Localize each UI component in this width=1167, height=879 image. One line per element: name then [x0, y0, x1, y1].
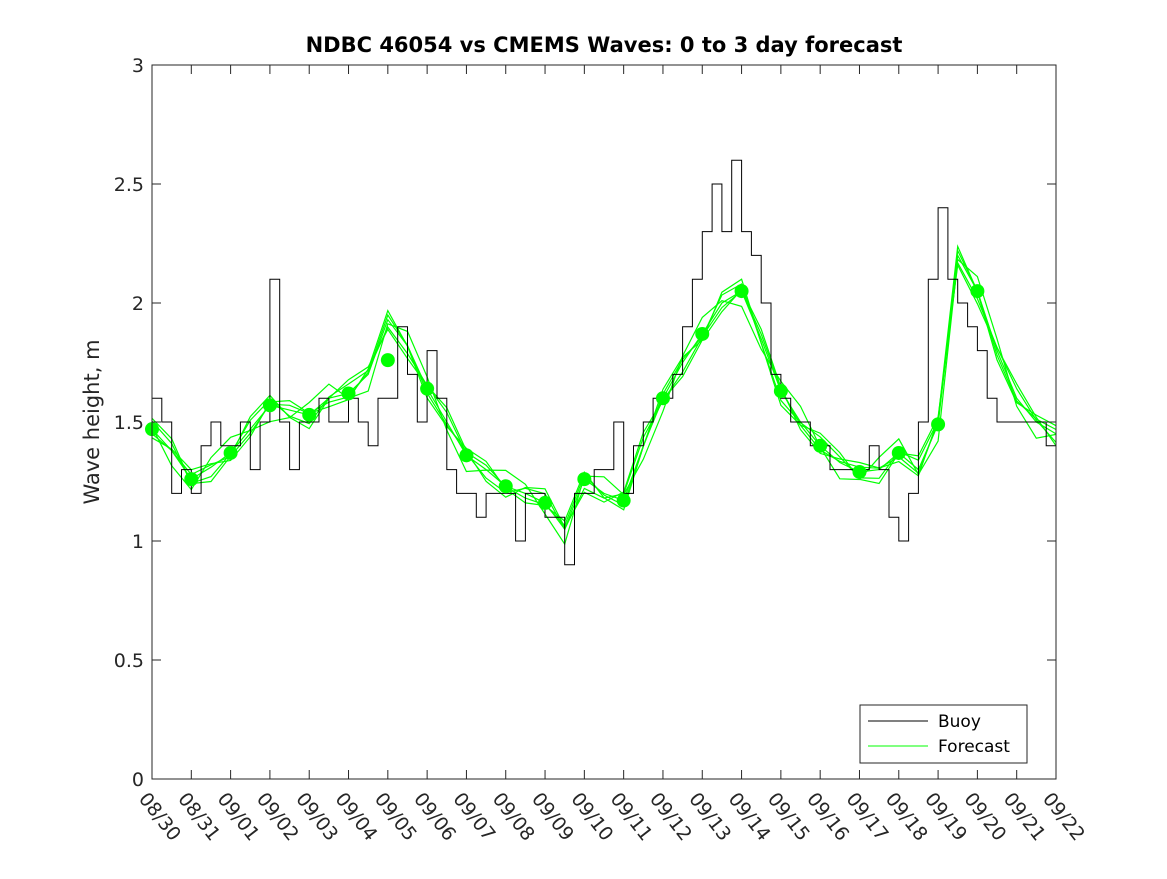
buoy-line	[152, 159, 1056, 566]
forecast-marker-3	[262, 398, 277, 413]
legend: Buoy Forecast	[859, 704, 1028, 764]
y-tick-label-3: 1.5	[114, 412, 144, 434]
forecast-marker-4	[302, 407, 317, 422]
y-tick-label-2: 1	[132, 531, 144, 553]
forecast-marker-20	[931, 417, 946, 432]
y-tick-label-5: 2.5	[114, 174, 144, 196]
legend-label-forecast: Forecast	[938, 737, 1010, 757]
chart-title: NDBC 46054 vs CMEMS Waves: 0 to 3 day fo…	[306, 33, 903, 57]
forecast-marker-19	[891, 445, 906, 460]
forecast-marker-17	[813, 438, 828, 453]
y-tick-label-1: 0.5	[114, 650, 144, 672]
forecast-line-5	[151, 248, 1057, 527]
forecast-marker-8	[459, 448, 474, 463]
forecast-marker-18	[852, 464, 867, 479]
forecast-marker-10	[538, 495, 553, 510]
forecast-marker-21	[970, 284, 985, 299]
forecast-marker-14	[695, 326, 710, 341]
y-tick-label-6: 3	[132, 55, 144, 77]
forecast-marker-15	[734, 284, 749, 299]
forecast-marker-7	[420, 381, 435, 396]
forecast-line-2	[151, 244, 1057, 522]
y-axis-ticks: 0 0.5 1 1.5 2 2.5 3	[114, 55, 1056, 791]
forecast-marker-16	[773, 384, 788, 399]
forecast-marker-9	[498, 479, 513, 494]
legend-box	[859, 704, 1028, 764]
forecast-marker-1	[184, 472, 199, 487]
y-tick-label-4: 2	[132, 293, 144, 315]
forecast-markers	[145, 284, 985, 510]
y-tick-label-0: 0	[132, 769, 144, 791]
buoy-series	[152, 159, 1056, 566]
forecast-marker-6	[380, 353, 395, 368]
y-axis-label: Wave height, m	[80, 339, 104, 504]
forecast-marker-11	[577, 472, 592, 487]
legend-label-buoy: Buoy	[938, 712, 981, 732]
forecast-marker-2	[223, 445, 238, 460]
forecast-marker-13	[655, 391, 670, 406]
forecast-marker-12	[616, 493, 631, 508]
forecast-marker-5	[341, 386, 356, 401]
